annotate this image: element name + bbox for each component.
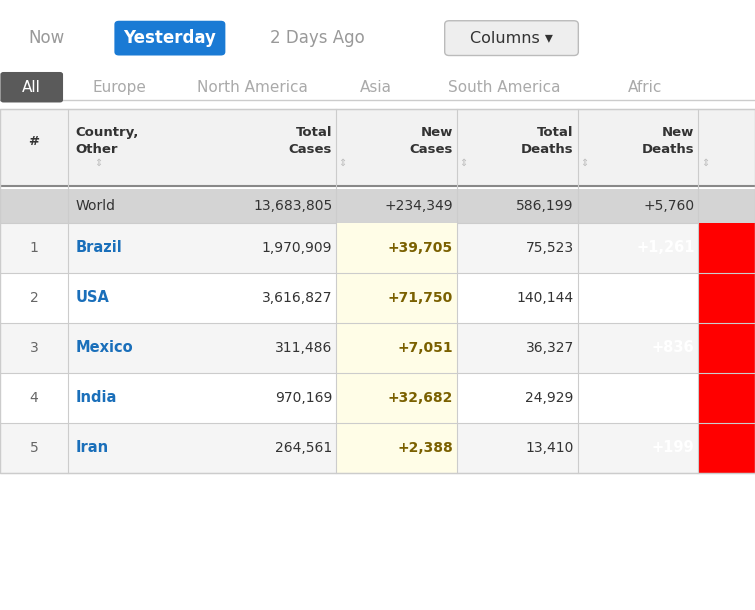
Bar	[336, 223, 457, 273]
Text: 970,169: 970,169	[275, 391, 332, 404]
Text: ⇕: ⇕	[701, 158, 709, 168]
Text: 75,523: 75,523	[525, 241, 574, 254]
FancyBboxPatch shape	[1, 72, 63, 102]
Text: Asia: Asia	[360, 80, 392, 95]
Text: ⇕: ⇕	[338, 158, 347, 168]
Text: +1,001: +1,001	[636, 290, 695, 305]
Text: 5: 5	[29, 441, 39, 454]
Text: 264,561: 264,561	[275, 441, 332, 454]
Text: ⇕: ⇕	[580, 158, 588, 168]
Text: India: India	[76, 390, 117, 405]
Text: 36,327: 36,327	[525, 341, 574, 354]
Text: New
Cases: New Cases	[410, 126, 453, 156]
Text: USA: USA	[76, 290, 109, 305]
Text: 2: 2	[29, 291, 39, 304]
Text: Brazil: Brazil	[76, 240, 122, 255]
Text: +39,705: +39,705	[388, 241, 453, 254]
Bar	[0, 273, 755, 323]
Text: Afric: Afric	[628, 80, 663, 95]
Text: +5,760: +5,760	[643, 199, 695, 213]
Text: 3,616,827: 3,616,827	[262, 291, 332, 304]
Text: Mexico: Mexico	[76, 340, 133, 355]
Text: +2,388: +2,388	[397, 441, 453, 454]
Bar	[0, 109, 755, 186]
Bar	[698, 323, 755, 373]
Text: +7,051: +7,051	[397, 341, 453, 354]
Text: Country,
Other: Country, Other	[76, 126, 139, 156]
Bar	[336, 423, 457, 473]
Text: 311,486: 311,486	[275, 341, 332, 354]
Text: Iran: Iran	[76, 440, 109, 455]
FancyBboxPatch shape	[445, 21, 578, 56]
Text: Now: Now	[29, 29, 65, 47]
Text: Total
Cases: Total Cases	[289, 126, 332, 156]
Bar	[336, 323, 457, 373]
Text: ⇕: ⇕	[459, 158, 467, 168]
Text: World: World	[76, 199, 116, 213]
Bar	[698, 373, 755, 423]
Bar	[0, 423, 755, 473]
Text: South America: South America	[448, 80, 561, 95]
Text: 13,410: 13,410	[525, 441, 574, 454]
Text: +836: +836	[652, 340, 695, 355]
Text: Europe: Europe	[92, 80, 146, 95]
Text: 140,144: 140,144	[516, 291, 574, 304]
Text: 24,929: 24,929	[525, 391, 574, 404]
Text: All: All	[23, 80, 41, 95]
Text: +234,349: +234,349	[384, 199, 453, 213]
Bar	[0, 223, 755, 273]
Text: +32,682: +32,682	[387, 391, 453, 404]
Text: Total
Deaths: Total Deaths	[521, 126, 574, 156]
Text: +614: +614	[652, 390, 695, 405]
Text: North America: North America	[198, 80, 308, 95]
Bar	[0, 323, 755, 373]
Bar	[698, 423, 755, 473]
Text: 1: 1	[29, 241, 39, 254]
Text: 1,970,909: 1,970,909	[262, 241, 332, 254]
Text: +1,261: +1,261	[636, 240, 695, 255]
Text: New
Deaths: New Deaths	[642, 126, 695, 156]
Text: #: #	[29, 135, 39, 148]
FancyBboxPatch shape	[115, 21, 225, 56]
Bar	[0, 109, 755, 473]
Text: Yesterday: Yesterday	[123, 29, 217, 47]
Text: 13,683,805: 13,683,805	[253, 199, 332, 213]
Text: 3: 3	[29, 341, 39, 354]
Text: ⇕: ⇕	[94, 158, 103, 168]
Text: +199: +199	[652, 440, 695, 455]
Text: 586,199: 586,199	[516, 199, 574, 213]
Bar	[336, 273, 457, 323]
Bar	[0, 373, 755, 423]
Text: 4: 4	[29, 391, 39, 404]
Bar	[336, 373, 457, 423]
Text: 2 Days Ago: 2 Days Ago	[270, 29, 365, 47]
Bar	[0, 189, 755, 223]
Bar	[698, 273, 755, 323]
Text: Columns ▾: Columns ▾	[470, 30, 553, 46]
Bar	[698, 223, 755, 273]
Text: +71,750: +71,750	[388, 291, 453, 304]
